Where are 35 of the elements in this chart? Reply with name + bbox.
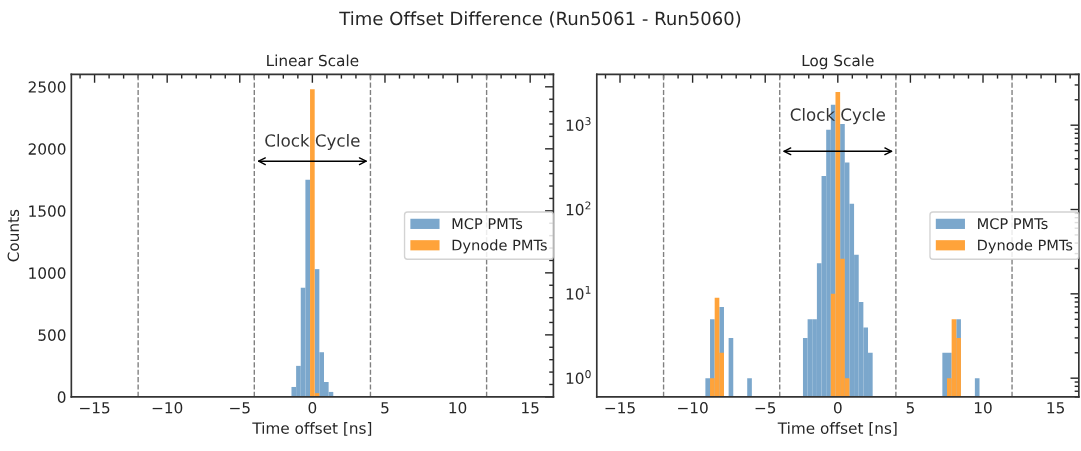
- x-tick-label: 5: [906, 402, 914, 414]
- y-tick-label: 1500: [29, 205, 66, 217]
- x-axis-title: Time offset [ns]: [777, 422, 897, 436]
- x-tick-label: 15: [522, 402, 539, 414]
- x-tick-label: 10: [974, 402, 992, 414]
- x-tick-label: −10: [678, 402, 708, 414]
- legend-label: Dynode PMTs: [978, 239, 1073, 254]
- x-tick-label: 5: [381, 402, 389, 414]
- x-tick-label: 15: [1047, 402, 1064, 414]
- y-tick-label: 10$^{0}$: [566, 370, 591, 385]
- x-tick-label: −5: [755, 402, 776, 414]
- x-tick-label: −10: [152, 402, 183, 414]
- y-tick-label: 2500: [28, 81, 66, 93]
- y-tick-label: 10$^{2}$: [566, 201, 591, 216]
- y-tick-label: 0: [57, 391, 66, 403]
- text: Time Offset Difference (Run5061 - Run5060): [339, 11, 741, 28]
- chart-title: Log Scale: [802, 54, 874, 70]
- x-tick-label: 0: [833, 402, 842, 414]
- y-tick-label: 1000: [29, 267, 66, 279]
- y-tick-label: 500: [38, 329, 66, 341]
- annotation: Clock Cycle: [265, 133, 360, 151]
- legend-label: MCP PMTs: [978, 218, 1048, 230]
- y-axis-title: Counts: [7, 209, 20, 262]
- x-axis-title: Time offset [ns]: [252, 422, 372, 436]
- y-tick-label: 2000: [28, 143, 66, 155]
- y-tick-label: 10$^{3}$: [566, 117, 591, 132]
- legend-label: Dynode PMTs: [452, 239, 547, 254]
- x-tick-label: −15: [605, 402, 635, 414]
- y-tick-label: 10$^{1}$: [566, 285, 591, 300]
- x-tick-label: −15: [80, 402, 110, 414]
- chart-title: Linear Scale: [267, 54, 359, 67]
- x-tick-label: 10: [449, 402, 467, 414]
- x-tick-label: 0: [308, 402, 317, 414]
- legend-label: MCP PMTs: [452, 218, 523, 230]
- x-tick-label: −5: [230, 402, 250, 414]
